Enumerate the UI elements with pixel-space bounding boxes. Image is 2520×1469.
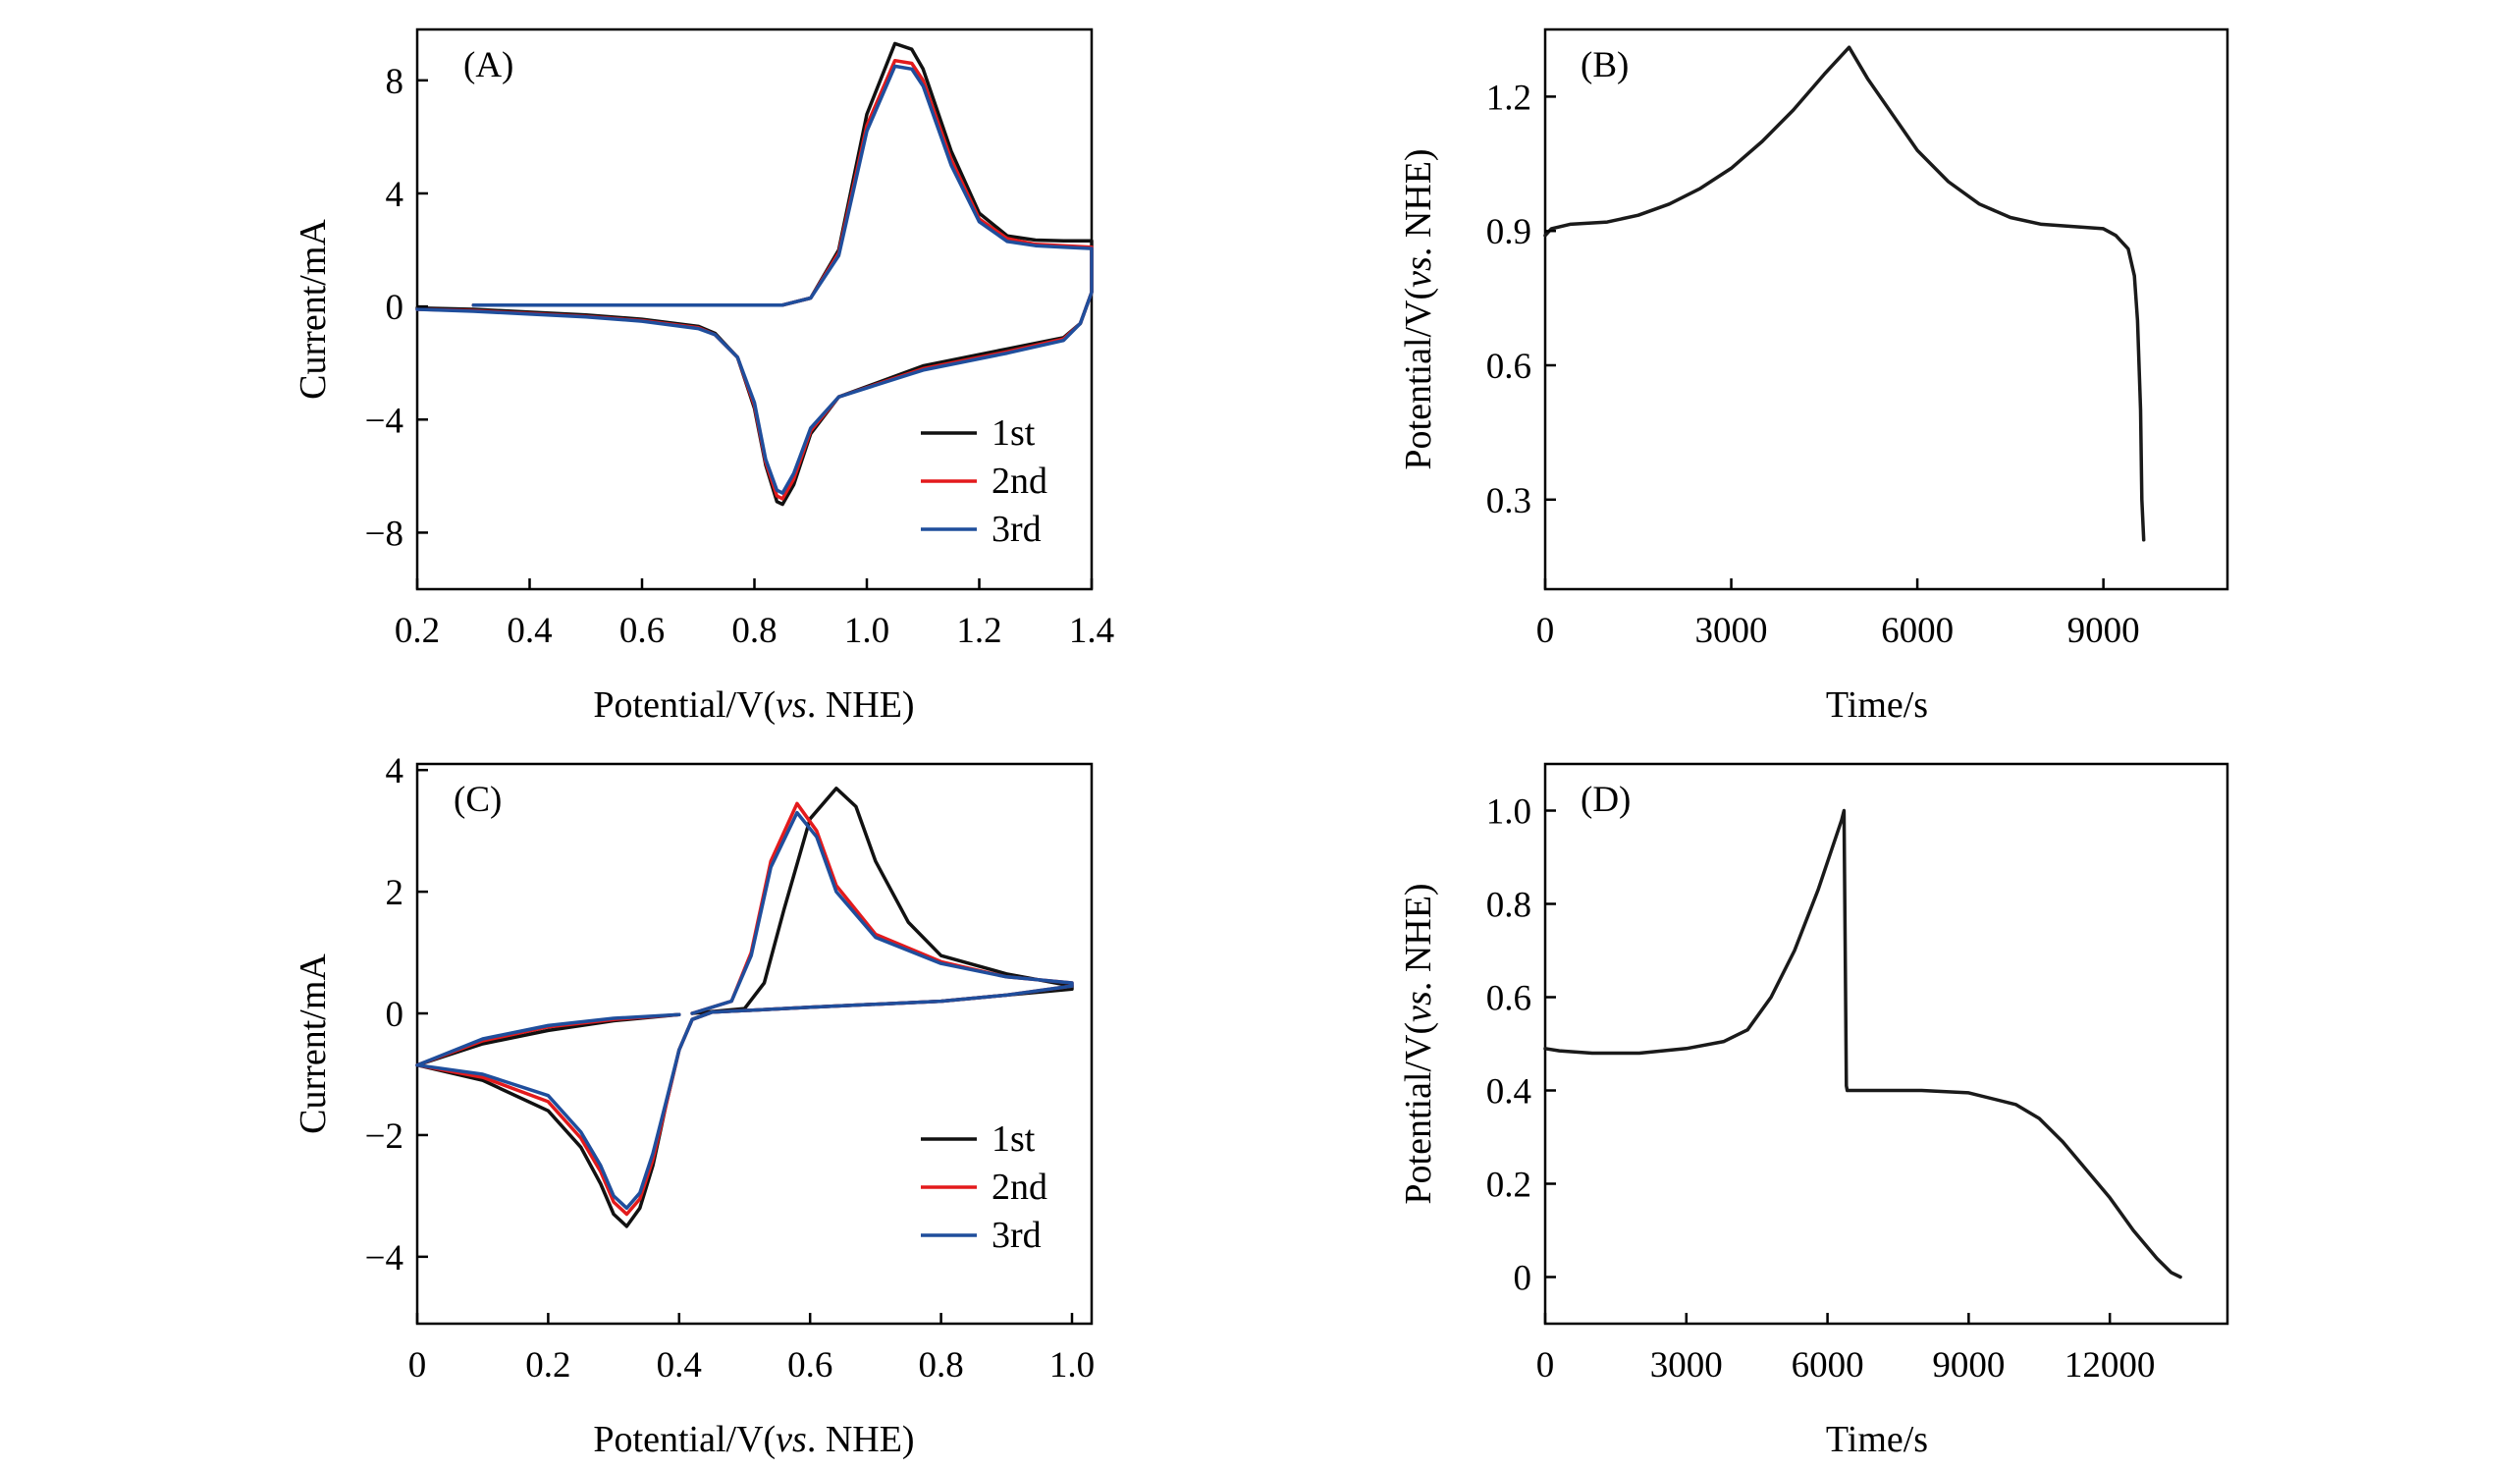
panel-d-ytick-label: 0.8: [1486, 886, 1531, 926]
panel-c-xtick-label: 0.2: [525, 1345, 570, 1386]
panel-d-series: [1543, 808, 2182, 1279]
panel-d-ytick-label: 0.4: [1486, 1072, 1531, 1113]
panel-c-ytick-label: −2: [365, 1116, 403, 1157]
panel-d-xtick-label: 6000: [1792, 1345, 1864, 1386]
panel-d-frame: [1543, 762, 2229, 1326]
panel-c-ytick-label: 0: [386, 995, 404, 1035]
panel-a-series-1st: [415, 41, 1094, 507]
panel-a: 0.2 0.4 0.6 0.8 1.0 1.2 1.4 −8 −4 0 4 8 (A) Potent…: [293, 27, 1114, 726]
panel-a-series-3rd: [415, 64, 1094, 495]
panel-a-xtick-label: 0.8: [731, 611, 777, 651]
panel-a-xlabel: Potential/V(vs. NHE): [593, 684, 914, 726]
panel-b-ylabel: Potential/V(vs. NHE): [1398, 148, 1439, 469]
panel-d-ytick-label: 0.6: [1486, 979, 1531, 1019]
panel-d-xtick-label: 3000: [1650, 1345, 1723, 1386]
panel-b-xtick-label: 9000: [2067, 611, 2140, 651]
panel-a-frame: [415, 27, 1094, 591]
panel-a-xtick-label: 1.0: [844, 611, 889, 651]
panel-a-ytick-label: −4: [365, 401, 403, 441]
panel-c-ytick-label: 4: [386, 751, 404, 791]
panel-c-xticks: 0 0.2 0.4 0.6 0.8 1.0: [408, 1313, 1095, 1386]
legend-c-label-2nd: 2nd: [992, 1167, 1047, 1208]
panel-d-ytick-label: 0.2: [1486, 1166, 1531, 1206]
panel-a-xticks: 0.2 0.4 0.6 0.8 1.0 1.2 1.4: [395, 578, 1114, 651]
panel-a-yticks: −8 −4 0 4 8: [365, 62, 428, 554]
panel-c-yticks: −4 −2 0 2 4: [365, 751, 428, 1279]
panel-b-xlabel: Time/s: [1826, 684, 1928, 726]
panel-a-label: (A): [463, 45, 513, 85]
panel-c-xtick-label: 1.0: [1049, 1345, 1095, 1386]
panel-b-xtick-label: 6000: [1881, 611, 1954, 651]
panel-c-label: (C): [454, 780, 502, 820]
legend-a-label-3rd: 3rd: [992, 509, 1042, 550]
panel-a-ylabel: Current/mA: [293, 219, 334, 400]
panel-b-series: [1543, 45, 2146, 542]
panel-a-series: [415, 41, 1094, 507]
panel-d: 0 3000 6000 9000 12000 00.20.40.60.81.0 (D) …: [1398, 762, 2229, 1460]
panel-c-xtick-label: 0.4: [657, 1345, 702, 1386]
panel-d-xtick-label: 9000: [1932, 1345, 2005, 1386]
panel-d-ylabel: Potential/V(vs. NHE): [1398, 883, 1439, 1204]
panel-a-xtick-label: 1.2: [956, 611, 1001, 651]
legend-a-label-1st: 1st: [992, 412, 1036, 454]
panel-c-ytick-label: −4: [365, 1238, 403, 1279]
panel-c-xtick-label: 0.6: [787, 1345, 832, 1386]
panel-a-ytick-label: −8: [365, 514, 403, 554]
panel-b-ytick-label: 1.2: [1486, 78, 1531, 118]
panel-b-frame: [1543, 27, 2229, 591]
panel-b-label: (B): [1581, 45, 1629, 85]
panel-c-legend: 1st 2nd 3rd: [921, 1118, 1047, 1256]
panel-b-series-curve: [1543, 45, 2146, 542]
panel-c-series-1st: [415, 787, 1074, 1228]
panel-b-ytick-label: 0.3: [1486, 481, 1531, 521]
legend-a-label-2nd: 2nd: [992, 461, 1047, 502]
panel-a-ytick-label: 0: [386, 288, 404, 328]
panel-c-series-3rd: [415, 810, 1074, 1211]
panel-d-xticks: 0 3000 6000 9000 12000: [1536, 1313, 2156, 1386]
panel-a-ytick-label: 8: [386, 62, 404, 102]
panel-d-series-curve: [1543, 808, 2182, 1279]
legend-c-label-3rd: 3rd: [992, 1215, 1042, 1256]
panel-a-xtick-label: 0.6: [619, 611, 665, 651]
legend-c-label-1st: 1st: [992, 1118, 1036, 1160]
panel-b-xticks: 0 3000 6000 9000: [1536, 578, 2140, 651]
panel-c-xtick-label: 0.8: [918, 1345, 963, 1386]
panel-c-xlabel: Potential/V(vs. NHE): [593, 1419, 914, 1460]
panel-b-xtick-label: 3000: [1695, 611, 1768, 651]
panel-d-xlabel: Time/s: [1826, 1419, 1928, 1460]
panel-d-xtick-label: 12000: [2064, 1345, 2156, 1386]
panel-a-legend: 1st 2nd 3rd: [921, 412, 1047, 550]
panel-b-xtick-label: 0: [1536, 611, 1555, 651]
panel-c-series: [415, 787, 1074, 1228]
panel-d-ytick-label: 0: [1514, 1259, 1532, 1299]
panel-d-yticks: 0 0.2 0.4 0.6 0.8 1.0: [1486, 792, 1556, 1299]
panel-c: 0 0.2 0.4 0.6 0.8 1.0 −4 −2 0 2 4 (C) Potential/V…: [293, 751, 1095, 1460]
panel-c-frame: [415, 762, 1094, 1326]
panel-d-ytick-label: 1.0: [1486, 792, 1531, 833]
panel-b-ytick-label: 0.6: [1486, 347, 1531, 387]
panel-a-series-2nd: [415, 58, 1094, 501]
panel-b-ytick-label: 0.9: [1486, 212, 1531, 252]
panel-c-ytick-label: 2: [386, 873, 404, 913]
panel-c-ylabel: Current/mA: [293, 953, 334, 1134]
panel-d-label: (D): [1581, 780, 1631, 820]
panel-b-yticks: 0.3 0.6 0.9 1.2: [1486, 78, 1556, 521]
panel-a-ytick-label: 4: [386, 175, 404, 215]
panel-a-xtick-label: 0.4: [507, 611, 552, 651]
panel-a-xtick-label: 0.2: [395, 611, 440, 651]
panel-d-xtick-label: 0: [1536, 1345, 1555, 1386]
panel-a-xtick-label: 1.4: [1069, 611, 1114, 651]
panel-c-xtick-label: 0: [408, 1345, 427, 1386]
panel-b: 0 3000 6000 9000 0.3 0.6 0.9 1.2 (B) Time/s Po…: [1398, 27, 2229, 726]
